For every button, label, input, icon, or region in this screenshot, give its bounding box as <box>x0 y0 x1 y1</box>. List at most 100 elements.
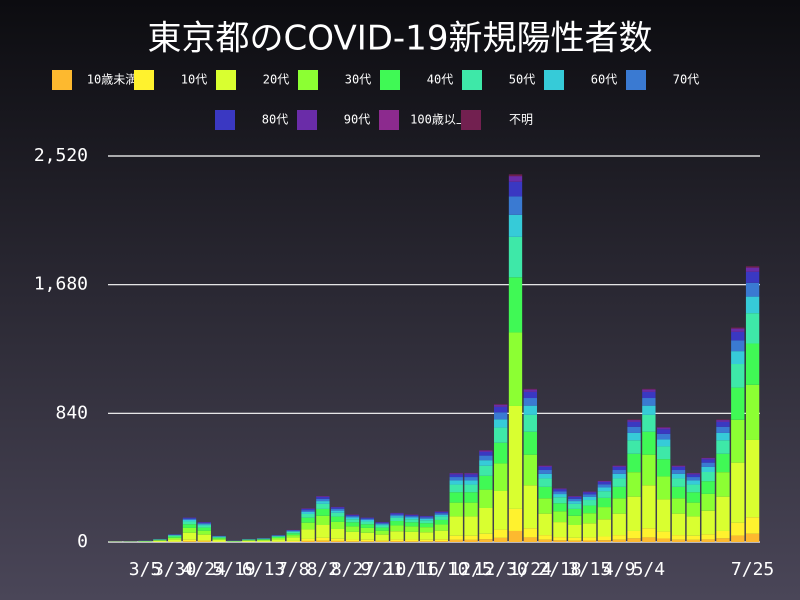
bar-segment <box>508 508 523 531</box>
legend-label: 10歳未満 <box>87 73 137 87</box>
bar-segment <box>671 498 686 514</box>
bar-segment <box>627 496 641 531</box>
bar-segment <box>627 420 641 422</box>
bar-segment <box>553 540 567 542</box>
bar-segment <box>508 176 523 182</box>
bar-segment <box>745 296 760 314</box>
bar-segment <box>331 508 345 511</box>
bar-segment <box>271 538 286 540</box>
bar-segment <box>642 454 656 486</box>
bar-segment <box>182 532 197 540</box>
bar-segment <box>390 531 404 540</box>
bar-segment <box>375 534 389 541</box>
bar-segment <box>701 534 715 540</box>
bar-segment <box>671 478 686 487</box>
bar-segment <box>701 458 715 460</box>
bar-segment <box>316 501 330 504</box>
bar-segment <box>375 524 389 526</box>
bar-segment <box>671 465 686 467</box>
bar-segment <box>419 523 434 528</box>
bar-segment <box>360 517 374 519</box>
x-tick-label: 7/25 <box>731 559 774 580</box>
legend-swatch <box>216 70 236 90</box>
bar-segment <box>716 419 730 421</box>
bar-segment <box>405 516 419 518</box>
bar-segment <box>553 537 567 541</box>
bar-segment <box>419 516 434 518</box>
bar-segment <box>745 282 760 297</box>
bar-segment <box>419 520 434 524</box>
bar-segment <box>538 478 552 487</box>
bar-segment <box>153 540 167 542</box>
bar-segment <box>716 440 730 454</box>
bar-segment <box>419 541 434 542</box>
bar-segment <box>301 513 315 518</box>
bar-segment <box>597 491 612 498</box>
bar-segment <box>523 388 537 390</box>
x-tick-label: 3/5 <box>129 559 162 580</box>
bar-segment <box>508 277 523 333</box>
bar-segment <box>449 492 463 503</box>
bar-segment <box>434 513 449 515</box>
legend-swatch <box>298 70 318 90</box>
bar-segment <box>390 541 404 542</box>
bar-segment <box>182 541 197 542</box>
bar-segment <box>523 431 537 455</box>
x-tick-label: 10/16 <box>385 559 439 580</box>
bar-segment <box>494 490 508 530</box>
bar-segment <box>568 540 582 542</box>
bar-segment <box>612 498 626 514</box>
bar-segment <box>553 522 567 538</box>
bar-segment <box>731 462 745 523</box>
bar-segment <box>568 524 582 538</box>
bar-segment <box>286 537 300 541</box>
bar-segment <box>479 533 493 540</box>
bar-segment <box>405 531 419 540</box>
bar-segment <box>331 528 345 539</box>
bar-segment <box>182 527 197 533</box>
bar-segment <box>375 525 389 528</box>
bar-segment <box>494 529 508 538</box>
bar-segment <box>553 489 567 492</box>
bar-segment <box>345 517 360 520</box>
bar-segment <box>301 508 315 511</box>
bar-segment <box>419 517 434 519</box>
bar-segment <box>345 522 360 527</box>
legend-label: 20代 <box>263 73 289 87</box>
bar-segment <box>449 516 463 536</box>
bar-segment <box>701 481 715 494</box>
bar-segment <box>701 510 715 535</box>
bar-segment <box>523 454 537 486</box>
bar-segment <box>212 539 226 542</box>
bar-segment <box>671 470 686 474</box>
bar-segment <box>745 533 760 542</box>
bar-segment <box>523 528 537 538</box>
legend-label: 100歳以上 <box>410 113 468 127</box>
bar-segment <box>449 480 463 485</box>
bar-segment <box>642 528 656 538</box>
bar-segment <box>345 515 360 517</box>
bar-segment <box>582 513 597 524</box>
bar-segment <box>494 537 508 542</box>
bar-segment <box>508 214 523 237</box>
bar-segment <box>657 499 671 532</box>
bar-segment <box>731 387 745 420</box>
bar-segment <box>464 516 478 536</box>
bar-segment <box>390 539 404 542</box>
bar-segment <box>390 514 404 517</box>
bar-segment <box>479 489 493 508</box>
legend-swatch <box>544 70 564 90</box>
bar-segment <box>716 421 730 427</box>
bar-segment <box>523 537 537 542</box>
bar-segment <box>316 498 330 502</box>
bar-segment <box>716 538 730 542</box>
bar-segment <box>745 266 760 268</box>
bar-segment <box>627 432 641 441</box>
bar-segment <box>434 514 449 517</box>
bar-segment <box>405 541 419 542</box>
bar-segment <box>627 453 641 473</box>
legend-label: 70代 <box>673 73 699 87</box>
bar-segment <box>331 507 345 509</box>
bar-segment <box>197 540 211 542</box>
